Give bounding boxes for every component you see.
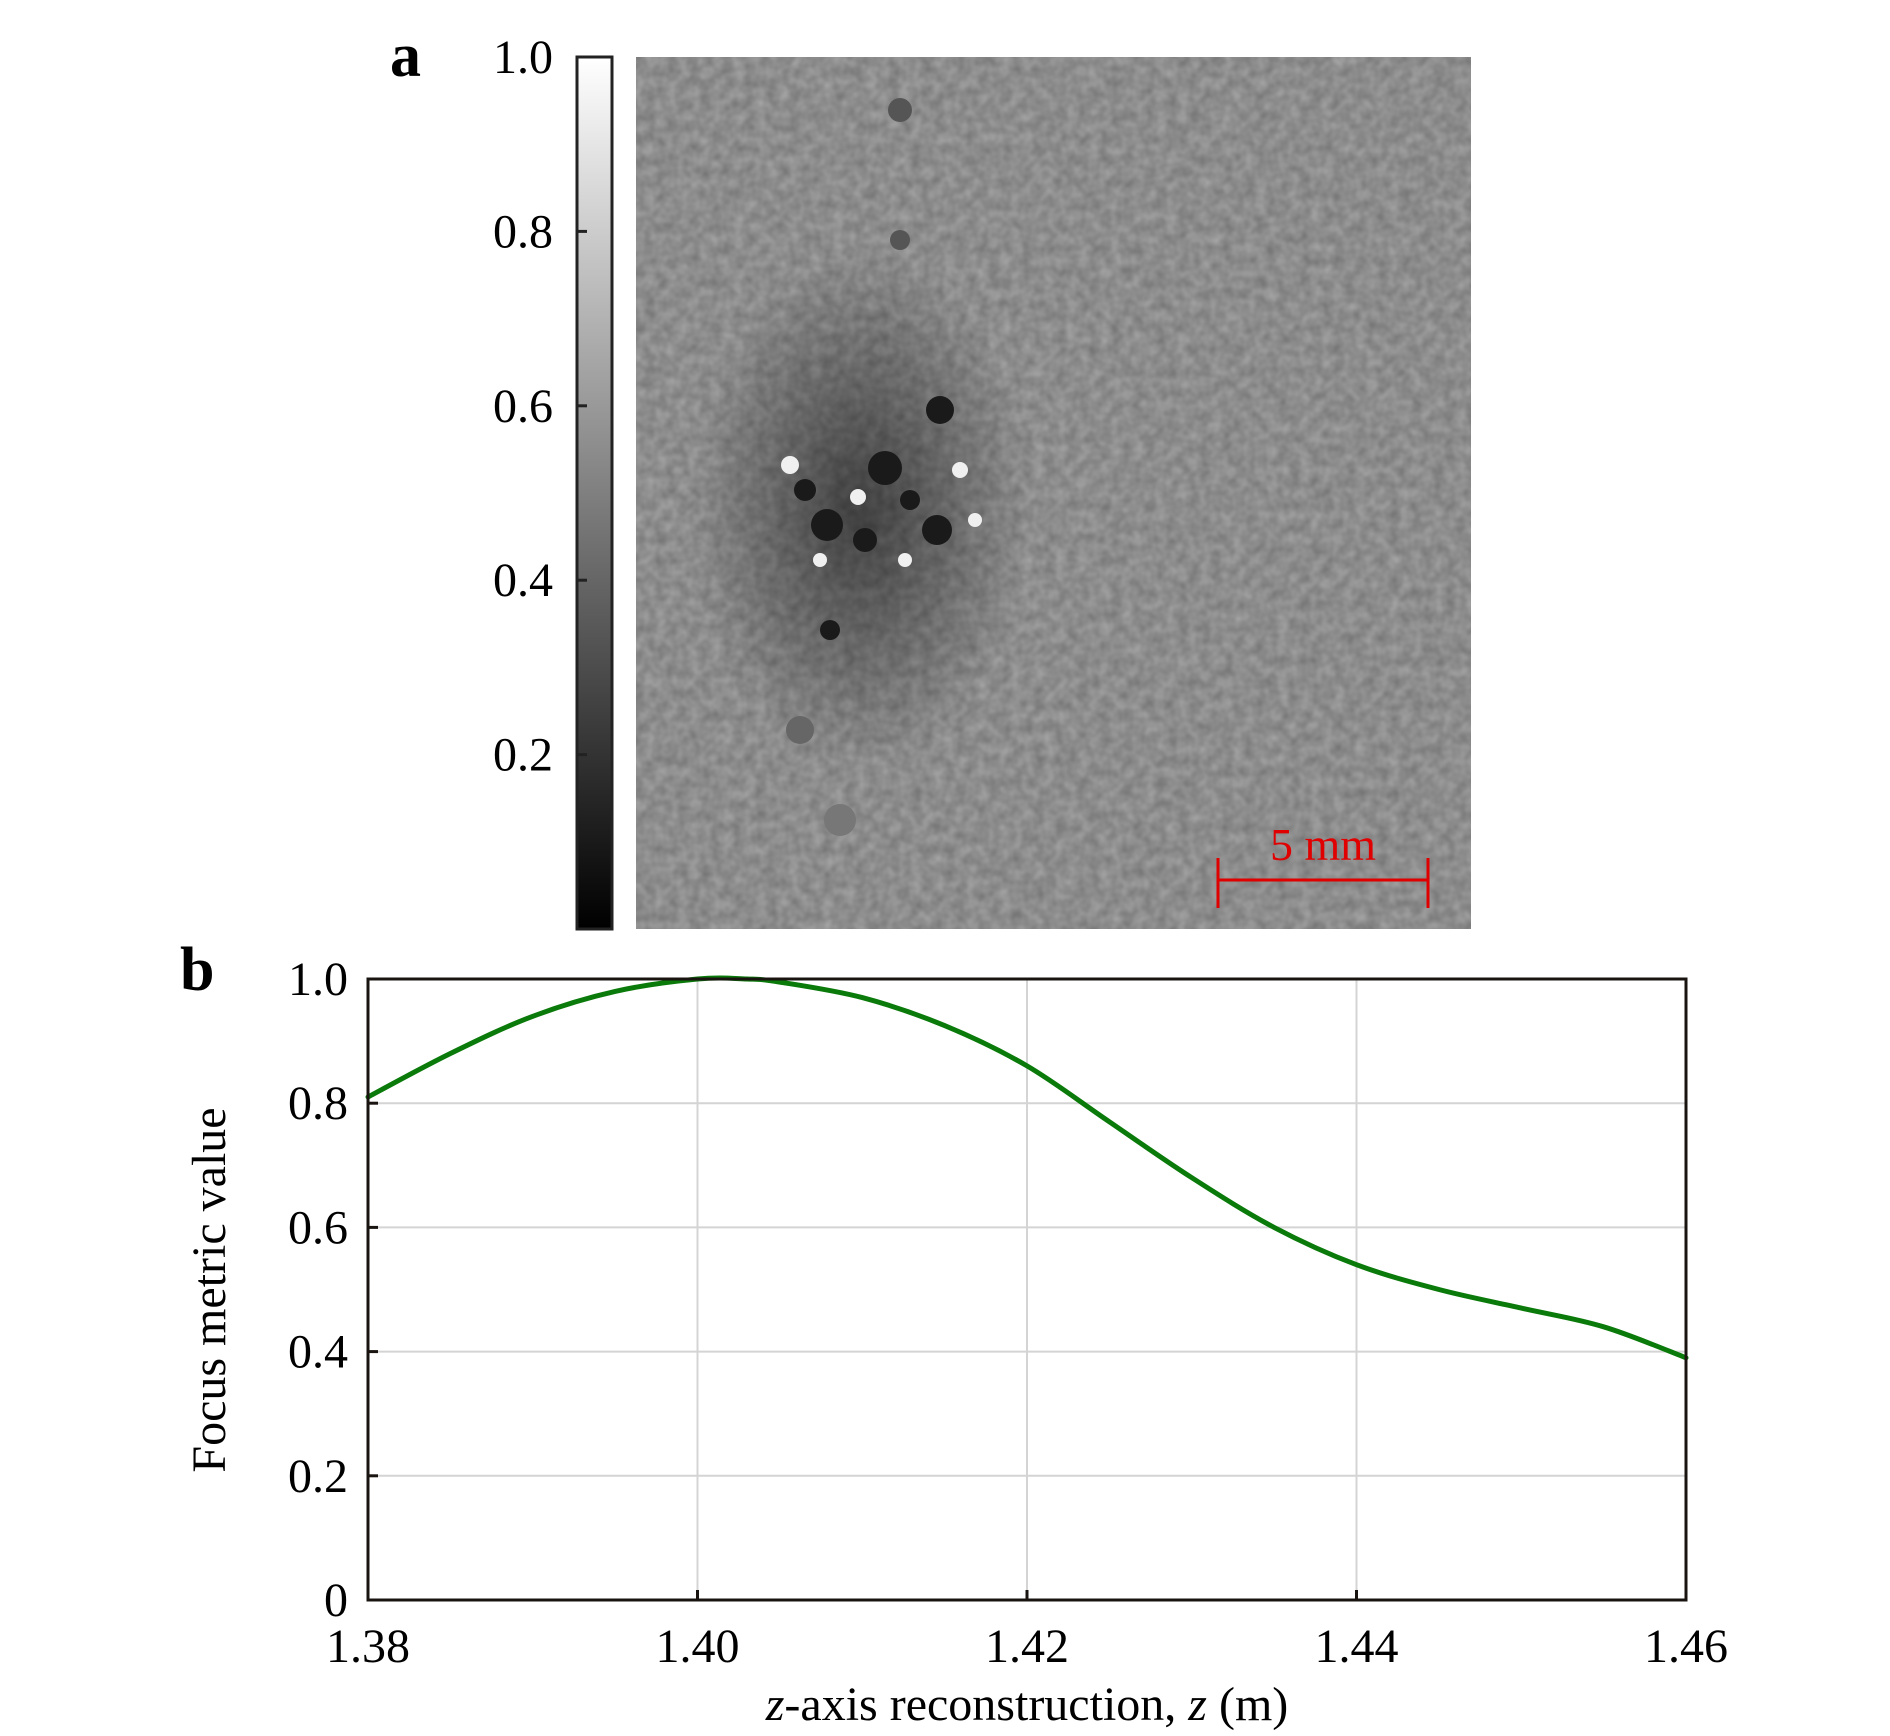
y-gridlines <box>368 1102 1686 1477</box>
speckle-region <box>690 250 1030 770</box>
panel-b: b 1.38 1.40 1.42 1.44 1.46 00.20.40.60.81.0 … <box>180 936 1728 1731</box>
colorbar: 0.2 0.4 0.6 0.8 1.0 <box>493 31 614 931</box>
colorbar-tick-label: 0.6 <box>493 380 553 433</box>
colorbar-tick-label: 0.2 <box>493 729 553 782</box>
y-tick-label: 0 <box>324 1574 348 1627</box>
focus-metric-line <box>365 975 1689 1361</box>
panel-b-label: b <box>180 936 214 1004</box>
scale-bar-label: 5 mm <box>1270 819 1376 870</box>
x-tick-label: 1.46 <box>1644 1620 1728 1673</box>
panel-a-label: a <box>390 22 421 90</box>
x-tick-label: 1.40 <box>656 1620 740 1673</box>
x-tick-label: 1.44 <box>1315 1620 1399 1673</box>
y-tick-label: 0.8 <box>288 1077 348 1130</box>
colorbar-tick-label: 0.4 <box>493 554 553 607</box>
x-axis-title-text: -axis reconstruction, <box>784 1678 1188 1731</box>
y-tick-label: 0.2 <box>288 1450 348 1503</box>
x-gridlines <box>696 979 1358 1600</box>
x-axis-title: z-axis reconstruction, z (m) <box>765 1678 1289 1731</box>
y-tick-labels: 0 0.2 0.4 0.6 0.8 1.0 <box>288 953 378 1627</box>
hologram-image <box>636 57 1471 929</box>
x-axis-title-unit: (m) <box>1207 1678 1288 1731</box>
colorbar-tick-label: 1.0 <box>493 31 553 84</box>
x-tick-label: 1.42 <box>985 1620 1069 1673</box>
x-tick-label: 1.38 <box>326 1620 410 1673</box>
y-tick-label: 0.4 <box>288 1326 348 1379</box>
x-axis-title-var: z <box>765 1678 785 1731</box>
y-tick-label: 0.6 <box>288 1201 348 1254</box>
dark-spots <box>786 98 954 836</box>
y-tick-label: 1.0 <box>288 953 348 1006</box>
colorbar-tick-label: 0.8 <box>493 205 553 258</box>
panel-a: a 0.2 0.4 0.6 0.8 1.0 <box>390 22 1471 931</box>
colorbar-gradient <box>575 55 614 931</box>
x-axis-title-var2: z <box>1187 1678 1207 1731</box>
bright-spots <box>781 456 982 567</box>
colorbar-ticks: 0.2 0.4 0.6 0.8 1.0 <box>493 31 587 782</box>
scale-bar: 5 mm <box>1216 819 1430 908</box>
x-tick-labels: 1.38 1.40 1.42 1.44 1.46 <box>326 1590 1728 1673</box>
y-axis-title: Focus metric value <box>183 1107 236 1472</box>
